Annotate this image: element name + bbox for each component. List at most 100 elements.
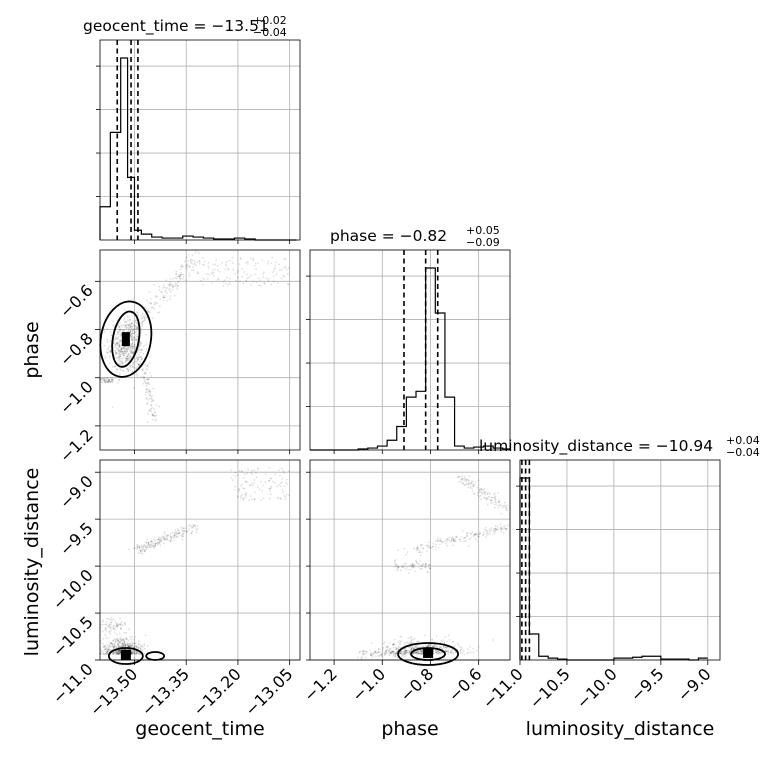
scatter-geocent-phase-point-202: [118, 343, 120, 345]
scatter-geocent-phase-point-700: [147, 392, 150, 395]
scatter-geocent-phase-point-577: [144, 319, 146, 322]
scatter-geocent-distance-point-301: [112, 639, 115, 642]
scatter-geocent-phase-point-524: [175, 270, 178, 273]
scatter-geocent-phase-point-964: [270, 283, 273, 286]
scatter-geocent-distance-point-607: [163, 542, 165, 545]
scatter-geocent-phase-point-283: [126, 349, 129, 351]
scatter-geocent-phase-point-624: [131, 325, 134, 328]
scatter-phase-distance-point-731: [467, 483, 470, 486]
scatter-phase-distance-point-50: [413, 647, 416, 649]
scatter-phase-distance-point-414: [393, 652, 396, 655]
scatter-geocent-phase-point-51: [115, 342, 118, 344]
scatter-phase-distance-point-722: [488, 495, 490, 498]
scatter-geocent-distance-point-592: [191, 526, 194, 529]
scatter-phase-distance-point-639: [485, 530, 488, 532]
scatter-phase-distance-point-843: [420, 565, 423, 567]
scatter-geocent-phase-point-585: [192, 269, 195, 272]
scatter-phase-distance-point-424: [381, 648, 384, 651]
scatter-geocent-phase-point-803: [146, 401, 149, 404]
scatter-geocent-distance-point-649: [171, 536, 174, 538]
scatter-phase-distance-point-621: [488, 530, 491, 533]
scatter-geocent-distance-point-812: [100, 623, 102, 626]
scatter-geocent-phase-point-540: [179, 278, 182, 280]
scatter-geocent-distance-point-566: [176, 532, 179, 535]
scatter-geocent-distance-point-277: [107, 650, 109, 652]
scatter-geocent-distance-point-688: [284, 496, 287, 498]
scatter-phase-distance-point-779: [485, 497, 488, 500]
scatter-phase-distance-point-873: [370, 654, 373, 657]
scatter-geocent-phase-point-189: [103, 330, 106, 333]
scatter-geocent-phase-point-442: [143, 316, 146, 319]
scatter-geocent-distance-point-559: [150, 543, 153, 546]
scatter-geocent-distance-point-181: [126, 638, 128, 640]
scatter-geocent-distance-point-395: [119, 651, 122, 654]
scatter-geocent-phase-point-793: [131, 334, 133, 337]
scatter-geocent-distance-point-298: [117, 653, 120, 656]
scatter-phase-distance-point-772: [498, 504, 501, 507]
tick-label-x-phase-1: −1.0: [348, 664, 389, 705]
scatter-geocent-phase-point-128: [131, 345, 134, 348]
scatter-geocent-phase-point-644: [177, 284, 180, 287]
scatter-phase-distance-point-627: [453, 539, 455, 542]
scatter-geocent-distance-point-660: [194, 525, 197, 527]
scatter-geocent-phase-point-655: [193, 263, 196, 266]
scatter-phase-distance-point-201: [475, 649, 478, 652]
scatter-phase-distance-point-915: [373, 652, 376, 654]
scatter-phase-distance-point-420: [360, 650, 363, 653]
scatter-geocent-phase-point-826: [142, 376, 145, 379]
scatter-geocent-distance-point-568: [145, 546, 148, 549]
scatter-geocent-phase-point-888: [272, 280, 275, 283]
scatter-phase-distance-point-837: [424, 566, 426, 569]
scatter-geocent-phase-point-816: [139, 356, 141, 358]
scatter-geocent-distance-point-430: [125, 643, 128, 646]
scatter-geocent-distance-point-548: [138, 546, 141, 549]
scatter-geocent-phase-point-819: [143, 380, 146, 382]
scatter-geocent-phase-point-926: [246, 260, 249, 263]
scatter-geocent-distance-point-500: [163, 535, 165, 538]
scatter-phase-distance-point-367: [442, 645, 445, 648]
scatter-geocent-distance-point-555: [173, 537, 175, 539]
scatter-geocent-distance-point-643: [178, 531, 181, 534]
scatter-geocent-distance-point-718: [234, 489, 237, 491]
scatter-geocent-phase-point-596: [147, 301, 149, 304]
scatter-geocent-distance-point-637: [156, 541, 159, 544]
scatter-geocent-phase-point-1009: [110, 379, 113, 381]
scatter-geocent-distance-point-580: [173, 534, 176, 537]
scatter-geocent-distance-point-3: [102, 646, 105, 648]
scatter-geocent-phase-point-521: [171, 277, 174, 280]
scatter-phase-distance-point-605: [451, 536, 454, 539]
scatter-geocent-phase-point-148: [119, 353, 122, 356]
scatter-phase-distance-point-290: [414, 651, 417, 654]
scatter-phase-distance-point-737: [474, 481, 477, 483]
scatter-geocent-phase-point-306: [133, 328, 136, 331]
scatter-geocent-phase-point-215: [111, 379, 114, 381]
scatter-phase-distance-point-569: [465, 535, 468, 538]
scatter-phase-distance-point-161: [418, 652, 421, 655]
scatter-geocent-phase-point-330: [118, 356, 120, 359]
scatter-geocent-distance-point-142: [117, 652, 119, 655]
scatter-geocent-phase-point-550: [162, 294, 165, 297]
scatter-geocent-distance-point-685: [268, 487, 271, 490]
scatter-phase-distance-point-754: [465, 480, 467, 483]
scatter-phase-distance-point-242: [405, 641, 407, 644]
scatter-phase-distance-point-536: [441, 540, 444, 543]
scatter-geocent-phase-point-17: [127, 370, 130, 372]
scatter-geocent-distance-point-369: [123, 639, 126, 642]
scatter-geocent-distance-point-385: [112, 651, 115, 654]
scatter-phase-distance-point-782: [420, 565, 423, 567]
scatter-geocent-phase-point-178: [119, 368, 122, 371]
scatter-phase-distance-point-709: [467, 479, 470, 481]
scatter-geocent-distance-point-809: [106, 648, 109, 651]
scatter-geocent-distance-point-541: [146, 544, 149, 547]
scatter-phase-distance-point-37: [389, 651, 392, 653]
scatter-phase-distance-point-633: [439, 540, 442, 542]
scatter-geocent-phase-point-488: [127, 323, 130, 326]
scatter-geocent-distance-point-603: [150, 540, 153, 543]
scatter-geocent-phase-point-443: [140, 375, 143, 378]
scatter-geocent-distance-point-223: [130, 645, 133, 647]
scatter-geocent-distance-point-670: [173, 534, 176, 536]
x-axis-label-phase: phase: [381, 718, 438, 740]
scatter-phase-distance-point-148: [395, 646, 397, 649]
scatter-phase-distance-point-77: [420, 651, 423, 654]
scatter-geocent-distance-point-777: [230, 469, 233, 472]
